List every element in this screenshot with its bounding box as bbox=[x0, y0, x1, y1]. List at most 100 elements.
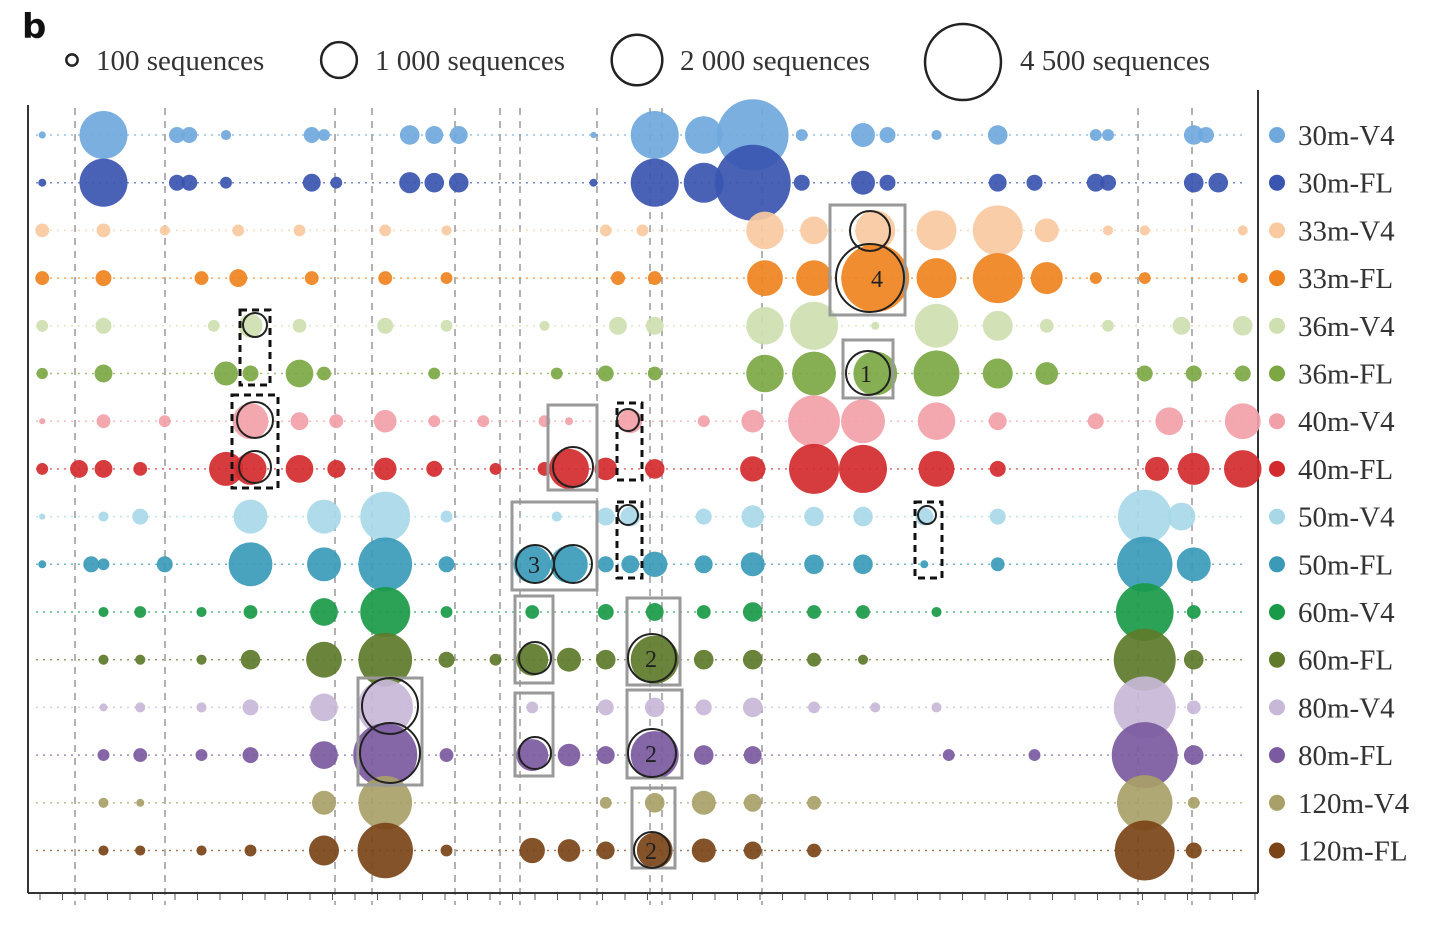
bubble-60m-FL bbox=[807, 652, 821, 667]
bubble-36m-FL bbox=[1185, 365, 1202, 382]
bubble-36m-FL bbox=[913, 350, 960, 397]
bubble-30m-FL bbox=[1086, 173, 1105, 192]
bubble-30m-V4 bbox=[684, 116, 723, 154]
bubble-30m-V4 bbox=[425, 126, 444, 144]
outlined-bubble bbox=[236, 401, 274, 439]
bubble-30m-FL bbox=[448, 172, 469, 193]
bubble-80m-V4 bbox=[99, 703, 108, 712]
bubble-120m-FL bbox=[596, 841, 615, 860]
bubble-80m-FL bbox=[97, 749, 110, 762]
bubble-80m-V4 bbox=[242, 699, 259, 716]
bubble-33m-FL bbox=[378, 271, 393, 286]
bubble-60m-FL bbox=[196, 654, 207, 665]
bubble-120m-FL bbox=[244, 844, 257, 857]
bubble-30m-V4 bbox=[1089, 129, 1102, 141]
bubble-60m-FL bbox=[1183, 649, 1204, 670]
bubble-30m-V4 bbox=[630, 110, 679, 160]
bubble-40m-V4 bbox=[841, 399, 885, 444]
bubble-50m-FL bbox=[156, 556, 173, 573]
bubble-60m-V4 bbox=[696, 605, 711, 619]
bubble-50m-FL bbox=[307, 547, 341, 582]
bubble-33m-V4 bbox=[441, 225, 452, 236]
bubble-36m-FL bbox=[597, 365, 614, 382]
bubble-30m-FL bbox=[399, 172, 421, 194]
bubble-33m-V4 bbox=[800, 216, 828, 245]
bubble-80m-V4 bbox=[808, 701, 820, 714]
legend-marker bbox=[1269, 842, 1285, 859]
bubble-30m-V4 bbox=[181, 126, 198, 144]
bubble-50m-FL bbox=[694, 555, 713, 574]
bubble-50m-FL bbox=[550, 545, 588, 584]
bubble-40m-FL bbox=[838, 444, 888, 493]
bubble-60m-V4 bbox=[243, 605, 258, 619]
bubble-40m-V4 bbox=[373, 409, 397, 433]
bubble-80m-V4 bbox=[931, 702, 942, 713]
bubble-33m-V4 bbox=[232, 224, 245, 237]
bubble-80m-V4 bbox=[135, 702, 146, 713]
bubble-33m-V4 bbox=[96, 223, 111, 238]
bubble-36m-FL bbox=[428, 367, 441, 380]
legend-marker bbox=[1269, 365, 1285, 382]
bubble-33m-V4 bbox=[916, 210, 957, 251]
bubble-80m-FL bbox=[596, 746, 615, 765]
bubble-40m-V4 bbox=[477, 415, 490, 428]
bubble-60m-V4 bbox=[360, 587, 411, 637]
panel-label: b bbox=[22, 7, 46, 47]
legend-marker bbox=[1269, 317, 1285, 334]
bubble-80m-FL bbox=[310, 741, 338, 769]
bubble-50m-V4 bbox=[551, 511, 562, 522]
bubble-60m-FL bbox=[595, 649, 616, 670]
bubble-60m-V4 bbox=[525, 605, 540, 619]
highlight-box bbox=[841, 338, 895, 400]
outlined-bubble bbox=[361, 677, 419, 735]
bubble-80m-FL bbox=[439, 748, 454, 763]
bubble-40m-FL bbox=[1144, 456, 1170, 481]
bubble-120m-FL bbox=[196, 845, 207, 856]
bubble-36m-FL bbox=[647, 366, 662, 381]
bubble-33m-V4 bbox=[1034, 218, 1059, 243]
bubble-30m-V4 bbox=[449, 126, 468, 144]
bubble-40m-V4 bbox=[329, 414, 344, 429]
series-legend: 30m-V4 30m-FL 33m-V4 33m-FL 36m-V4 36m-FL 40m-… bbox=[1269, 120, 1410, 868]
bubble-33m-FL bbox=[35, 271, 50, 286]
legend-marker bbox=[1269, 508, 1285, 525]
bubble-40m-V4 bbox=[917, 402, 956, 440]
bubble-36m-V4 bbox=[440, 319, 453, 332]
bubble-33m-FL bbox=[841, 244, 910, 313]
legend-label: 80m-FL bbox=[1298, 740, 1393, 772]
bubble-50m-FL bbox=[83, 556, 100, 573]
bubble-60m-FL bbox=[556, 647, 582, 672]
bubble-33m-FL bbox=[304, 271, 319, 286]
bubble-33m-V4 bbox=[636, 224, 649, 237]
bubble-30m-FL bbox=[793, 174, 810, 191]
bubble-120m-FL bbox=[135, 845, 146, 856]
bubble-30m-FL bbox=[1026, 174, 1043, 191]
bubble-50m-FL bbox=[740, 552, 765, 577]
bubble-36m-V4 bbox=[1102, 319, 1114, 332]
bubble-36m-FL bbox=[242, 365, 259, 382]
legend-marker bbox=[1269, 222, 1285, 239]
bubble-60m-FL bbox=[742, 649, 763, 670]
bubble-40m-FL bbox=[327, 459, 346, 478]
bubble-33m-FL bbox=[95, 270, 112, 287]
bubble-36m-V4 bbox=[539, 320, 550, 331]
bubble-120m-V4 bbox=[644, 792, 665, 813]
outlined-bubble bbox=[627, 728, 677, 778]
bubble-30m-V4 bbox=[931, 129, 942, 141]
bubble-36m-FL bbox=[1234, 365, 1251, 382]
dashed-highlight-box bbox=[615, 401, 644, 482]
bubble-60m-FL bbox=[1113, 628, 1176, 691]
bubble-50m-FL bbox=[438, 556, 455, 573]
highlight-box bbox=[625, 688, 684, 780]
bubble-80m-V4 bbox=[357, 679, 413, 736]
bubble-80m-FL bbox=[1111, 722, 1178, 789]
bubble-50m-FL bbox=[597, 556, 614, 573]
bubble-40m-V4 bbox=[158, 415, 171, 428]
bubble-40m-FL bbox=[789, 443, 839, 494]
bubble-36m-FL bbox=[317, 366, 331, 381]
bubble-40m-FL bbox=[133, 461, 148, 476]
legend-label: 30m-V4 bbox=[1298, 120, 1395, 152]
bubble-33m-V4 bbox=[35, 223, 50, 238]
outlined-bubble bbox=[627, 633, 677, 683]
bubble-33m-FL bbox=[440, 272, 453, 285]
